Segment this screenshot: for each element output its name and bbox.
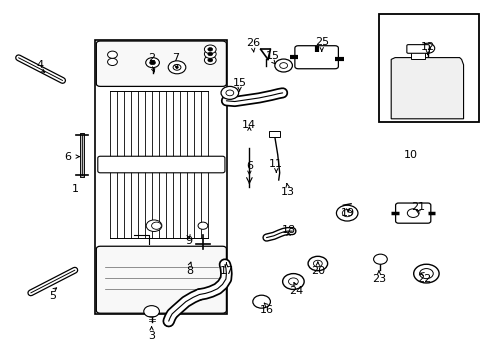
FancyBboxPatch shape [294,46,338,69]
Text: 17: 17 [219,266,233,276]
Text: 9: 9 [185,236,192,246]
Circle shape [407,209,418,217]
Text: 15: 15 [232,78,246,88]
Circle shape [419,269,432,279]
Text: 25: 25 [314,37,328,48]
Circle shape [252,295,270,308]
Circle shape [207,48,212,51]
Text: 1: 1 [72,184,79,194]
Circle shape [424,46,430,50]
Text: 19: 19 [341,208,354,218]
Circle shape [313,260,322,267]
Circle shape [207,52,212,56]
Text: 6: 6 [245,161,252,171]
FancyBboxPatch shape [96,246,226,313]
Circle shape [204,45,216,54]
Text: 18: 18 [281,225,295,235]
Circle shape [221,86,238,99]
Bar [378,14,478,122]
Text: 5: 5 [49,291,56,301]
Bar [95,40,227,314]
Text: 2: 2 [148,53,155,63]
FancyBboxPatch shape [98,156,224,173]
Text: 3: 3 [148,330,155,341]
Polygon shape [390,58,463,119]
Text: 7: 7 [172,53,179,63]
Text: 15: 15 [265,51,279,61]
Text: 23: 23 [371,274,385,284]
FancyBboxPatch shape [395,203,430,223]
Circle shape [107,58,117,66]
Text: 14: 14 [242,120,256,130]
Text: 20: 20 [310,266,324,276]
Text: 4: 4 [37,60,43,70]
Circle shape [175,66,178,68]
Circle shape [173,64,181,70]
Text: 8: 8 [186,266,193,276]
Circle shape [151,222,161,229]
Circle shape [204,56,216,64]
Circle shape [149,60,155,65]
Bar [269,131,280,137]
Circle shape [420,43,434,53]
Text: 13: 13 [280,186,294,197]
Circle shape [288,278,298,285]
Text: 16: 16 [259,305,273,315]
Circle shape [282,274,304,289]
Text: 21: 21 [411,202,425,212]
Text: 12: 12 [420,42,434,52]
Circle shape [143,306,159,317]
Circle shape [198,222,207,229]
Circle shape [225,90,233,96]
Text: 11: 11 [269,159,283,169]
Circle shape [274,59,292,72]
Text: 10: 10 [403,150,417,160]
Text: 26: 26 [246,38,260,48]
Circle shape [342,210,351,217]
Text: 6: 6 [64,152,71,162]
FancyBboxPatch shape [96,41,226,86]
Circle shape [204,50,216,58]
Circle shape [107,51,117,58]
Circle shape [207,58,212,62]
Circle shape [279,63,287,68]
Circle shape [336,205,357,221]
Text: 24: 24 [288,286,303,296]
Circle shape [307,256,327,271]
FancyBboxPatch shape [406,45,428,53]
Circle shape [145,58,159,68]
Circle shape [373,254,386,264]
Circle shape [146,220,162,231]
Text: 22: 22 [416,274,431,284]
Bar [410,52,425,59]
Circle shape [168,61,185,74]
Circle shape [413,264,438,283]
